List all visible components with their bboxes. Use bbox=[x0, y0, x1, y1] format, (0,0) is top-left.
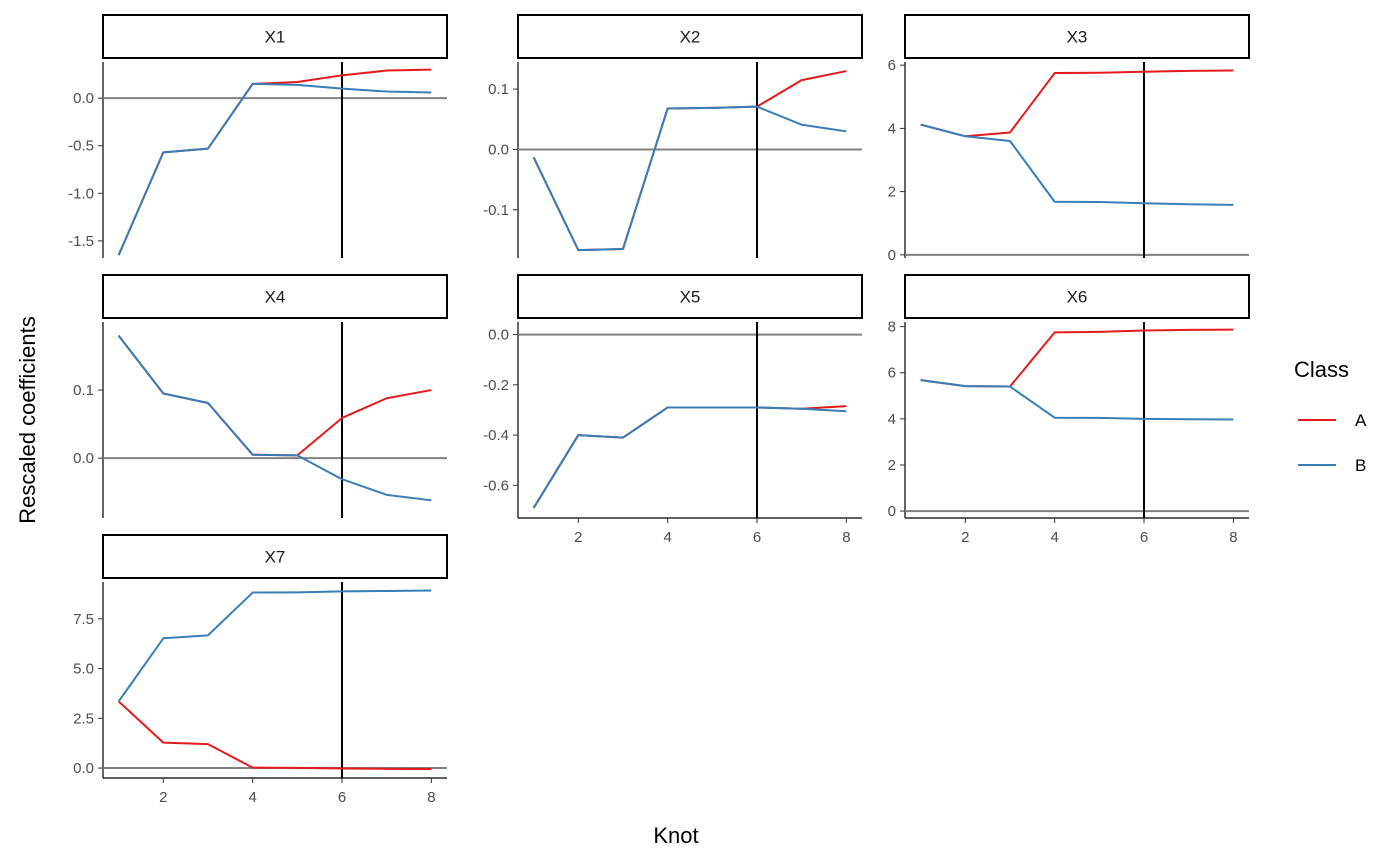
facet-strip bbox=[102, 274, 448, 319]
facet-strip bbox=[102, 14, 448, 59]
y-tick-label: -0.5 bbox=[68, 138, 94, 155]
series-line-a bbox=[920, 328, 1234, 388]
y-tick-label: 0.1 bbox=[73, 382, 94, 399]
y-tick-label: -0.4 bbox=[483, 427, 509, 444]
y-tick-label: 4 bbox=[888, 411, 896, 428]
y-tick-label: 0.0 bbox=[73, 450, 94, 467]
series-line-a bbox=[532, 405, 847, 509]
panel-x1: X1 -1.5 -1.0 -0.5 0.0 bbox=[68, 14, 448, 258]
facet-strip bbox=[102, 534, 448, 579]
facet-strip bbox=[517, 274, 863, 319]
series-line-b bbox=[532, 105, 847, 252]
y-tick-label: -1.5 bbox=[68, 233, 94, 250]
series-line-a bbox=[532, 70, 847, 252]
panel-x4: X4 0.0 0.1 bbox=[73, 274, 448, 518]
y-tick-label: 8 bbox=[888, 319, 896, 336]
legend-title: Class bbox=[1294, 357, 1349, 382]
series-line-a bbox=[117, 700, 432, 771]
series-line-b bbox=[117, 334, 432, 502]
facet-strip-label: X2 bbox=[680, 28, 701, 47]
series-line-b bbox=[920, 123, 1234, 206]
x-tick-label: 4 bbox=[663, 529, 671, 546]
legend-label-b: B bbox=[1355, 456, 1366, 475]
legend: Class A B bbox=[1294, 357, 1367, 475]
x-tick-label: 8 bbox=[427, 789, 435, 806]
y-tick-label: 4 bbox=[888, 120, 896, 137]
facet-strip bbox=[904, 14, 1250, 59]
x-axis-title: Knot bbox=[653, 823, 698, 848]
x-tick-label: 2 bbox=[961, 529, 969, 546]
y-tick-label: 7.5 bbox=[73, 611, 94, 628]
x-tick-label: 4 bbox=[1050, 529, 1058, 546]
x-tick-label: 2 bbox=[159, 789, 167, 806]
x-tick-label: 6 bbox=[338, 789, 346, 806]
y-tick-label: 5.0 bbox=[73, 661, 94, 678]
y-tick-label: 0 bbox=[888, 503, 896, 520]
y-tick-label: -0.2 bbox=[483, 377, 509, 394]
y-tick-label: -0.6 bbox=[483, 477, 509, 494]
y-tick-label: 0.0 bbox=[488, 327, 509, 344]
y-tick-label: 2 bbox=[888, 184, 896, 201]
x-tick-label: 4 bbox=[248, 789, 256, 806]
x-tick-label: 6 bbox=[753, 529, 761, 546]
panel-x2: X2 -0.1 0.0 0.1 bbox=[483, 14, 863, 258]
panels-layer: X1 -1.5 -1.0 -0.5 0.0 X2 -0.1 0.0 0.1 X3 0 2 4 6 X4 0.0… bbox=[68, 14, 1250, 806]
y-tick-label: 2 bbox=[888, 457, 896, 474]
legend-label-a: A bbox=[1355, 411, 1367, 430]
series-line-b bbox=[532, 406, 847, 509]
y-tick-label: 0.1 bbox=[488, 81, 509, 98]
facet-strip-label: X7 bbox=[265, 548, 286, 567]
x-tick-label: 8 bbox=[1229, 529, 1237, 546]
y-tick-label: 0.0 bbox=[73, 90, 94, 107]
panel-x7: X7 0.0 2.5 5.0 7.5 2 4 6 8 bbox=[73, 534, 448, 806]
y-axis-title: Rescaled coefficients bbox=[15, 316, 40, 524]
series-line-b bbox=[117, 82, 432, 256]
facet-strip bbox=[517, 14, 863, 59]
facet-strip-label: X4 bbox=[265, 288, 286, 307]
x-tick-label: 8 bbox=[842, 529, 850, 546]
y-tick-label: -0.1 bbox=[483, 202, 509, 219]
facet-strip-label: X1 bbox=[265, 28, 286, 47]
facet-strip bbox=[904, 274, 1250, 319]
y-tick-label: 0 bbox=[888, 247, 896, 264]
facet-strip-label: X3 bbox=[1067, 28, 1088, 47]
y-tick-label: -1.0 bbox=[68, 185, 94, 202]
series-line-a bbox=[920, 69, 1234, 138]
x-tick-label: 2 bbox=[574, 529, 582, 546]
facet-strip-label: X5 bbox=[680, 288, 701, 307]
y-tick-label: 6 bbox=[888, 365, 896, 382]
y-tick-label: 6 bbox=[888, 57, 896, 74]
y-tick-label: 0.0 bbox=[73, 760, 94, 777]
series-line-b bbox=[920, 379, 1234, 421]
x-tick-label: 6 bbox=[1140, 529, 1148, 546]
panel-x5: X5 -0.6 -0.4 -0.2 0.0 2 4 6 8 bbox=[483, 274, 863, 546]
series-line-b bbox=[117, 589, 432, 702]
facet-strip-label: X6 bbox=[1067, 288, 1088, 307]
series-line-a bbox=[117, 334, 432, 457]
y-tick-label: 0.0 bbox=[488, 141, 509, 158]
panel-x6: X6 0 2 4 6 8 2 4 6 8 bbox=[888, 274, 1250, 546]
panel-x3: X3 0 2 4 6 bbox=[888, 14, 1250, 264]
y-tick-label: 2.5 bbox=[73, 710, 94, 727]
